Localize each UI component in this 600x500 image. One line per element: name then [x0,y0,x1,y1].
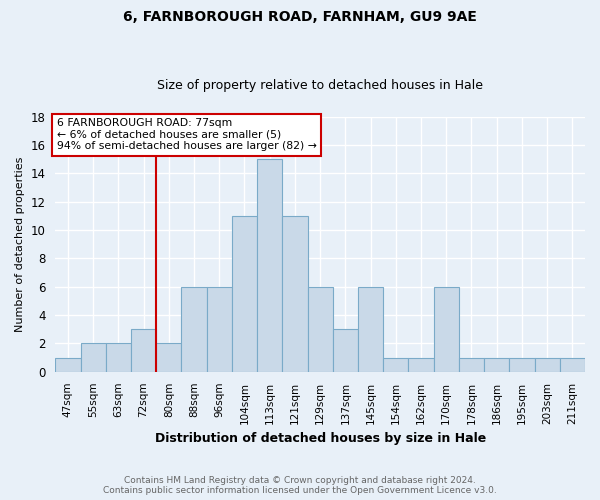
Bar [80,344,106,372]
Bar [181,287,206,372]
Y-axis label: Number of detached properties: Number of detached properties [15,156,25,332]
Bar [383,358,409,372]
Bar [131,330,156,372]
Bar [206,287,232,372]
Bar [106,344,131,372]
Bar [333,330,358,372]
Bar [560,358,585,372]
X-axis label: Distribution of detached houses by size in Hale: Distribution of detached houses by size … [155,432,486,445]
Bar [434,287,459,372]
Text: Contains HM Land Registry data © Crown copyright and database right 2024.
Contai: Contains HM Land Registry data © Crown c… [103,476,497,495]
Title: Size of property relative to detached houses in Hale: Size of property relative to detached ho… [157,79,483,92]
Bar [257,160,283,372]
Bar [156,344,181,372]
Text: 6, FARNBOROUGH ROAD, FARNHAM, GU9 9AE: 6, FARNBOROUGH ROAD, FARNHAM, GU9 9AE [123,10,477,24]
Bar [409,358,434,372]
Text: 6 FARNBOROUGH ROAD: 77sqm
← 6% of detached houses are smaller (5)
94% of semi-de: 6 FARNBOROUGH ROAD: 77sqm ← 6% of detach… [56,118,316,152]
Bar [358,287,383,372]
Bar [308,287,333,372]
Bar [484,358,509,372]
Bar [232,216,257,372]
Bar [459,358,484,372]
Bar [509,358,535,372]
Bar [535,358,560,372]
Bar [55,358,80,372]
Bar [283,216,308,372]
